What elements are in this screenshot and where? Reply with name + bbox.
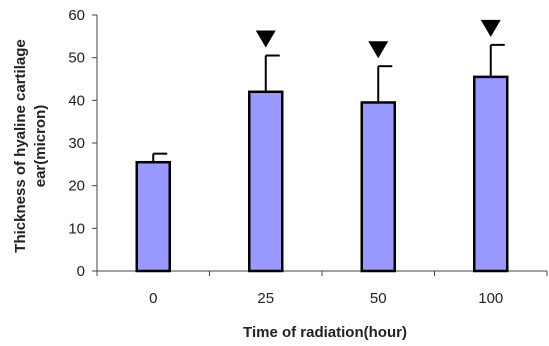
x-axis-title: Time of radiation(hour) — [243, 324, 407, 341]
y-ticks: 0 10 20 30 40 50 60 — [68, 7, 97, 280]
y-tick-label: 0 — [77, 263, 85, 280]
x-tick-label: 25 — [257, 290, 274, 307]
y-tick-label: 40 — [68, 92, 85, 109]
significance-marker — [255, 30, 276, 48]
bar — [248, 90, 284, 273]
y-tick-label: 30 — [68, 135, 85, 152]
bar — [473, 75, 509, 273]
bar — [135, 160, 171, 273]
y-axis-title-line1: Thickness of hyaline cartilage — [12, 39, 29, 252]
y-tick-label: 60 — [68, 7, 85, 24]
plot-area: 0 10 20 30 40 50 60 0 25 50 100 — [68, 7, 548, 307]
significance-marker — [480, 19, 501, 37]
bar — [360, 101, 396, 273]
x-tick-label: 100 — [478, 290, 503, 307]
significance-markers — [255, 19, 501, 59]
significance-marker — [368, 41, 389, 59]
x-ticks: 0 25 50 100 — [96, 271, 548, 307]
x-tick-label: 50 — [370, 290, 387, 307]
y-tick-label: 20 — [68, 178, 85, 195]
y-tick-label: 10 — [68, 220, 85, 237]
y-axis-title-line2: ear(micron) — [32, 105, 49, 188]
x-tick-label: 0 — [149, 290, 157, 307]
error-bars — [152, 43, 505, 163]
bars — [135, 75, 509, 273]
y-tick-label: 50 — [68, 50, 85, 67]
